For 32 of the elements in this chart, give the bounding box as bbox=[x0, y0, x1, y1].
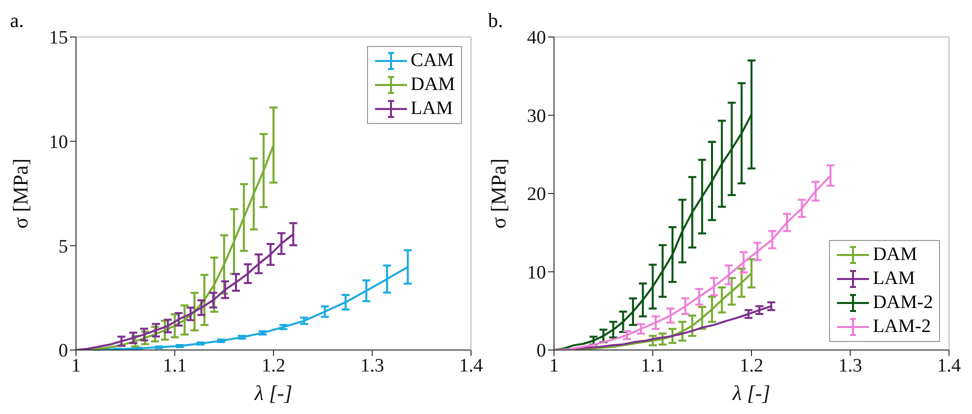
legend-label: DAM bbox=[872, 244, 918, 266]
x-tick-label: 1 bbox=[549, 355, 559, 376]
y-tick-label: 0 bbox=[536, 340, 546, 362]
x-axis-title: λ [-] bbox=[732, 381, 770, 405]
legend-label: DAM-2 bbox=[872, 292, 933, 314]
y-tick-label: 30 bbox=[527, 106, 546, 127]
legend-label: CAM bbox=[410, 50, 454, 72]
x-tick-label: 1.2 bbox=[262, 355, 286, 376]
y-tick-label: 15 bbox=[49, 28, 68, 49]
y-tick-label: 10 bbox=[49, 132, 68, 154]
y-tick-label: 10 bbox=[527, 262, 546, 284]
x-tick-label: 1.3 bbox=[360, 355, 384, 376]
x-tick-label: 1.1 bbox=[162, 355, 187, 376]
x-tick-label: 1.3 bbox=[838, 355, 862, 376]
x-axis-title: λ [-] bbox=[254, 381, 292, 405]
x-tick-label: 1.4 bbox=[459, 355, 484, 376]
y-tick-label: 0 bbox=[58, 340, 68, 362]
legend-label: LAM bbox=[410, 98, 453, 120]
x-tick-label: 1 bbox=[71, 355, 81, 376]
chart-title: b. bbox=[488, 10, 503, 33]
y-tick-label: 5 bbox=[58, 236, 68, 258]
x-tick-label: 1.1 bbox=[640, 355, 665, 376]
y-tick-label: 20 bbox=[527, 184, 546, 206]
legend-label: LAM bbox=[872, 268, 916, 290]
legend-label: LAM-2 bbox=[872, 316, 931, 338]
legend-label: DAM bbox=[410, 74, 455, 96]
x-tick-label: 1.2 bbox=[740, 355, 764, 376]
y-axis-title: σ [MPa] bbox=[486, 158, 510, 229]
x-tick-label: 1.4 bbox=[937, 355, 962, 376]
chart-title: a. bbox=[10, 10, 24, 33]
y-tick-label: 40 bbox=[527, 28, 546, 49]
y-axis-title: σ [MPa] bbox=[8, 158, 32, 229]
